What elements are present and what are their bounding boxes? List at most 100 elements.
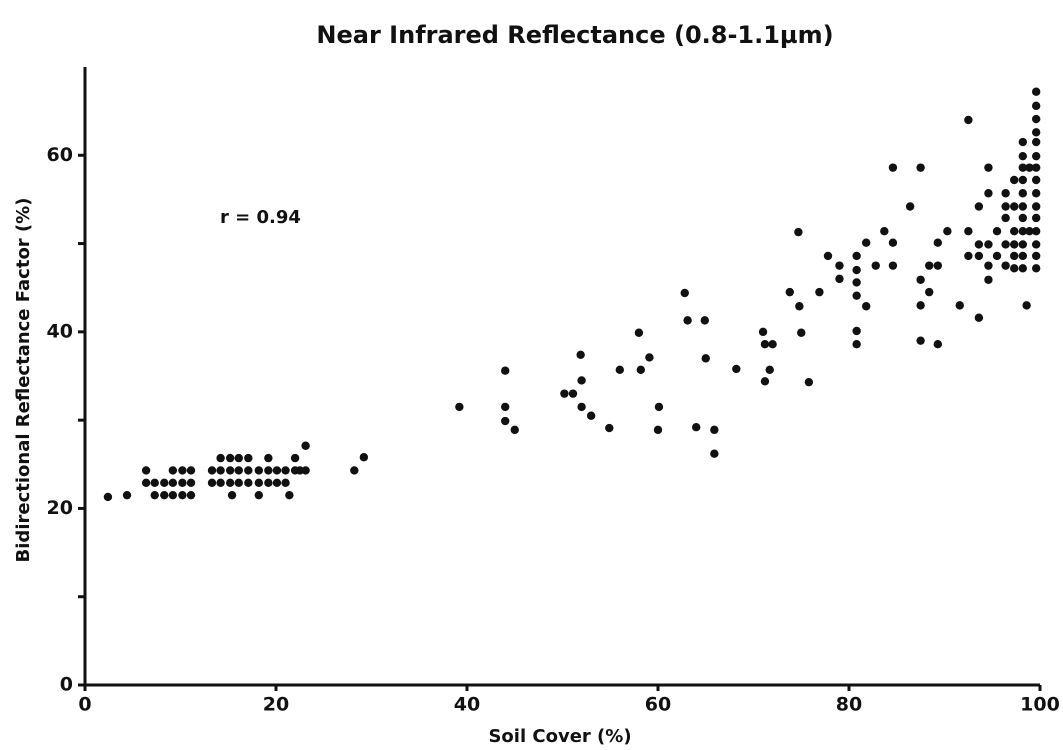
x-tick-label: 100 xyxy=(1020,694,1060,716)
point xyxy=(501,402,510,412)
point xyxy=(916,301,925,310)
point xyxy=(1018,137,1028,147)
y-tick-label: 40 xyxy=(47,320,73,342)
point xyxy=(216,466,225,475)
point xyxy=(264,466,273,475)
point xyxy=(984,189,993,198)
point xyxy=(871,261,880,270)
point xyxy=(1010,240,1019,249)
point xyxy=(823,251,833,261)
y-tick-label: 60 xyxy=(47,144,73,166)
point xyxy=(955,301,964,310)
point xyxy=(254,466,264,475)
point xyxy=(168,466,178,475)
point xyxy=(785,287,794,297)
point xyxy=(290,453,300,463)
point xyxy=(794,227,803,237)
point xyxy=(916,336,925,345)
point xyxy=(510,425,519,435)
point xyxy=(852,291,861,300)
x-tick-label: 60 xyxy=(645,694,671,716)
point xyxy=(350,466,359,475)
point xyxy=(636,365,646,375)
point xyxy=(852,251,861,261)
point xyxy=(1018,227,1028,236)
point xyxy=(984,261,993,270)
point xyxy=(1031,163,1041,172)
point xyxy=(1010,227,1019,236)
point xyxy=(178,490,187,500)
point xyxy=(234,453,243,463)
point xyxy=(964,251,973,261)
point xyxy=(186,478,196,488)
point xyxy=(653,425,663,435)
point xyxy=(852,265,861,275)
point xyxy=(943,227,952,236)
point xyxy=(1031,175,1041,185)
point xyxy=(916,275,925,284)
point xyxy=(285,490,294,500)
point xyxy=(700,316,709,325)
point xyxy=(925,261,934,270)
x-tick-label: 20 xyxy=(263,694,289,716)
point xyxy=(888,238,898,247)
point xyxy=(103,492,113,502)
point xyxy=(577,376,586,385)
x-axis-title: Soil Cover (%) xyxy=(488,726,631,747)
point xyxy=(974,240,984,249)
point xyxy=(1001,240,1010,249)
point xyxy=(815,287,824,297)
point xyxy=(264,453,273,463)
point xyxy=(964,227,973,236)
point xyxy=(455,402,464,412)
point xyxy=(645,353,654,362)
point xyxy=(1031,114,1041,124)
point xyxy=(1001,189,1010,198)
point xyxy=(234,466,243,475)
y-tick-label: 0 xyxy=(60,674,73,696)
point xyxy=(586,411,596,420)
point xyxy=(1018,163,1028,172)
point xyxy=(974,202,984,211)
point xyxy=(984,240,993,249)
point xyxy=(178,478,187,488)
point xyxy=(964,115,973,125)
point xyxy=(768,340,777,349)
point xyxy=(888,261,898,270)
point xyxy=(1031,202,1041,211)
chart-title: Near Infrared Reflectance (0.8-1.1µm) xyxy=(316,21,833,49)
point xyxy=(227,490,237,500)
point xyxy=(501,416,510,426)
point xyxy=(1025,163,1034,172)
point xyxy=(216,478,225,488)
x-tick-label: 40 xyxy=(454,694,480,716)
point xyxy=(1010,175,1019,185)
point xyxy=(634,328,644,337)
point xyxy=(1010,251,1019,261)
point xyxy=(225,478,235,488)
point xyxy=(852,326,861,336)
point xyxy=(234,478,243,488)
point xyxy=(301,441,310,450)
point xyxy=(984,163,993,172)
point xyxy=(577,402,586,412)
point xyxy=(178,466,187,475)
point xyxy=(244,478,253,488)
point xyxy=(1031,240,1041,249)
point xyxy=(1031,264,1041,273)
point xyxy=(264,478,273,488)
point xyxy=(168,490,178,500)
point xyxy=(1022,301,1031,310)
point xyxy=(160,478,169,488)
point xyxy=(797,328,806,337)
point xyxy=(692,423,701,432)
point xyxy=(992,251,1002,261)
point xyxy=(272,478,282,488)
point xyxy=(254,490,264,500)
point xyxy=(905,202,915,211)
point xyxy=(1031,101,1041,111)
point xyxy=(141,478,151,488)
point xyxy=(654,402,664,412)
point xyxy=(1018,251,1028,261)
